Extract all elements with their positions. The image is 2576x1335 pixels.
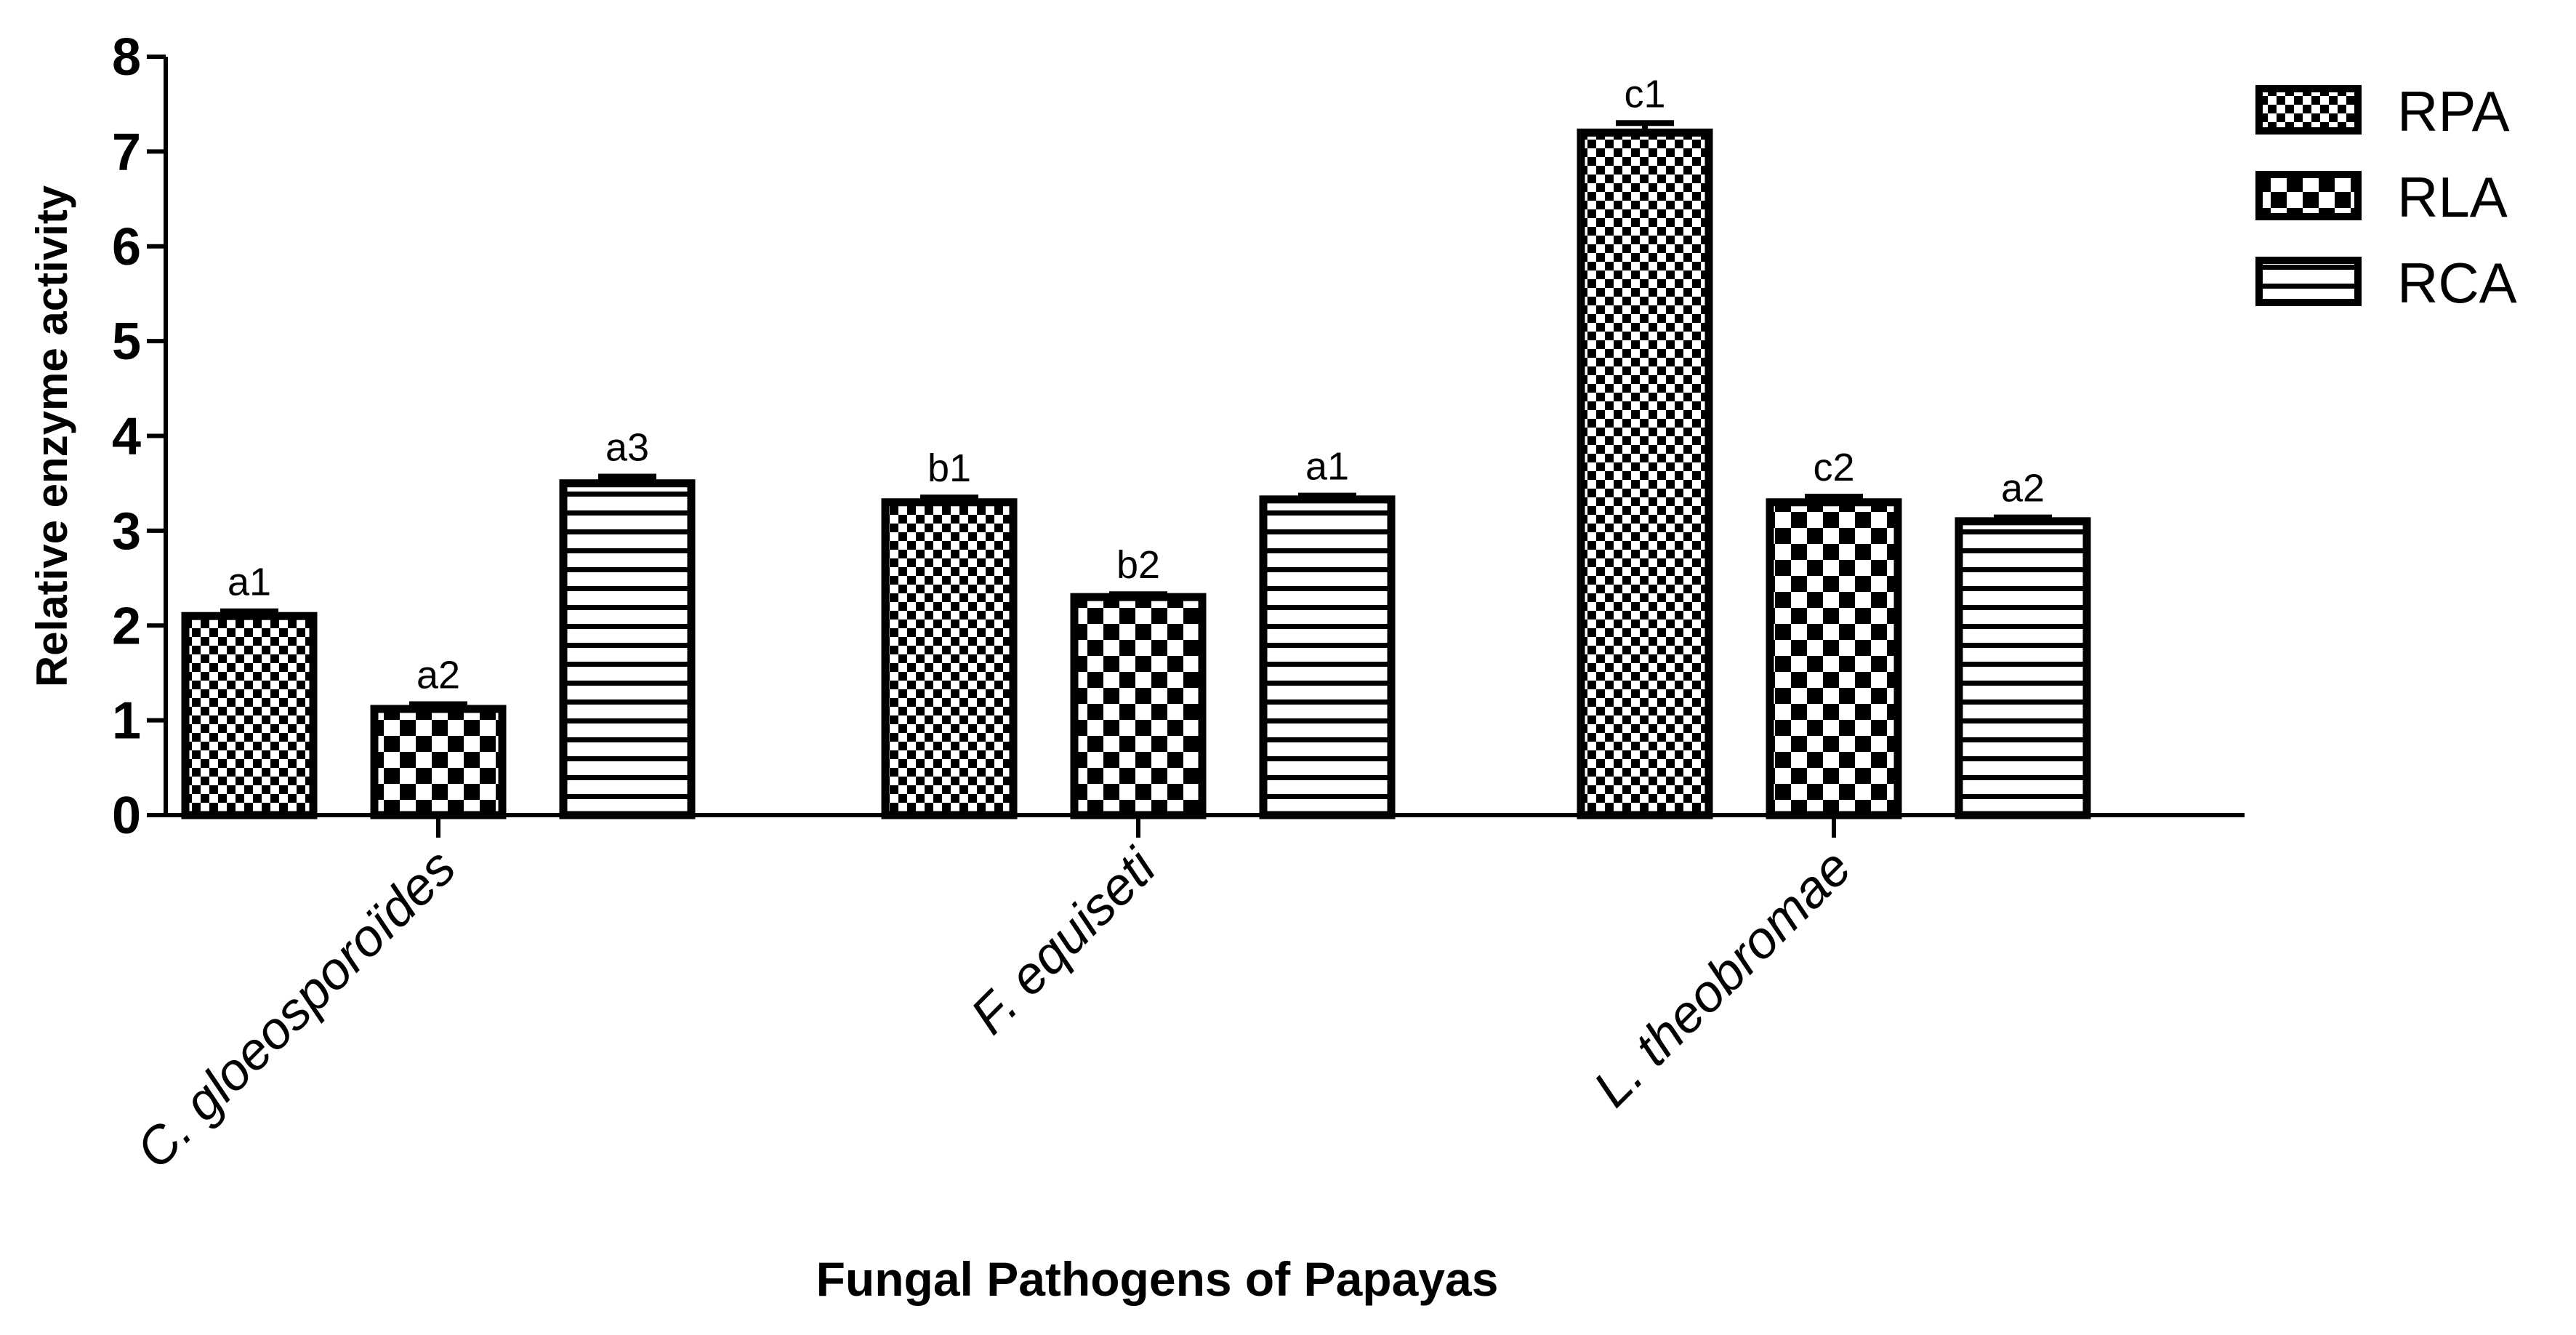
bars-group: a1 b1 c1 a2 b2 c2 a3 a1 a2: [181, 72, 2091, 819]
legend-label-rla: RLA: [2397, 165, 2508, 229]
legend-swatch-rpa: [2255, 85, 2362, 135]
legend-swatch-rla: [2255, 171, 2362, 220]
x-axis-title: Fungal Pathogens of Papayas: [816, 1252, 1499, 1306]
legend-label-rca: RCA: [2397, 251, 2517, 315]
bar-data-label: b1: [927, 446, 971, 490]
y-tick-label: 0: [112, 787, 141, 845]
y-tick-label: 6: [112, 218, 141, 276]
bar-data-label: b2: [1116, 543, 1160, 587]
bar-rpa-2: [881, 498, 1018, 819]
bar-data-label: a1: [1305, 445, 1349, 489]
bar-rpa-1: [181, 612, 318, 819]
y-tick-label: 5: [112, 313, 141, 371]
y-tick-label: 2: [112, 597, 141, 655]
legend-swatch-rca: [2255, 257, 2362, 306]
y-tick-label: 3: [112, 502, 141, 561]
x-axis-ticks: C. gloeosporoïdes F. equiseti L. theobroma…: [126, 815, 1862, 1180]
bar-rla-1: [370, 705, 507, 819]
y-tick-label: 4: [112, 408, 141, 466]
x-category-label: L. theobromae: [1582, 838, 1862, 1118]
y-tick-label: 1: [112, 692, 141, 750]
y-tick-label: 7: [112, 123, 141, 181]
y-tick-label: 8: [112, 28, 141, 87]
legend-label-rpa: RPA: [2397, 79, 2510, 143]
bar-data-label: a1: [228, 561, 271, 604]
bar-rca-1: [559, 479, 696, 819]
bar-data-label: a3: [605, 426, 649, 470]
bar-rca-3: [1955, 517, 2091, 819]
bar-data-label: c1: [1624, 72, 1665, 116]
legend: RPA RLA RCA: [2255, 79, 2517, 315]
x-category-label: C. gloeosporoïdes: [126, 838, 467, 1180]
y-axis-ticks: 0 1 2 3 4 5 6 7 8: [112, 28, 166, 845]
bar-data-label: a2: [416, 653, 460, 697]
bar-data-label: a2: [2001, 467, 2045, 510]
x-category-label: F. equiseti: [959, 837, 1167, 1045]
bar-data-label: c2: [1813, 446, 1854, 489]
bar-rpa-3: [1577, 128, 1713, 819]
bar-rca-2: [1259, 495, 1396, 819]
y-axis-title: Relative enzyme activity: [28, 185, 76, 687]
bar-rla-2: [1070, 593, 1207, 819]
bar-rla-3: [1766, 498, 1902, 819]
